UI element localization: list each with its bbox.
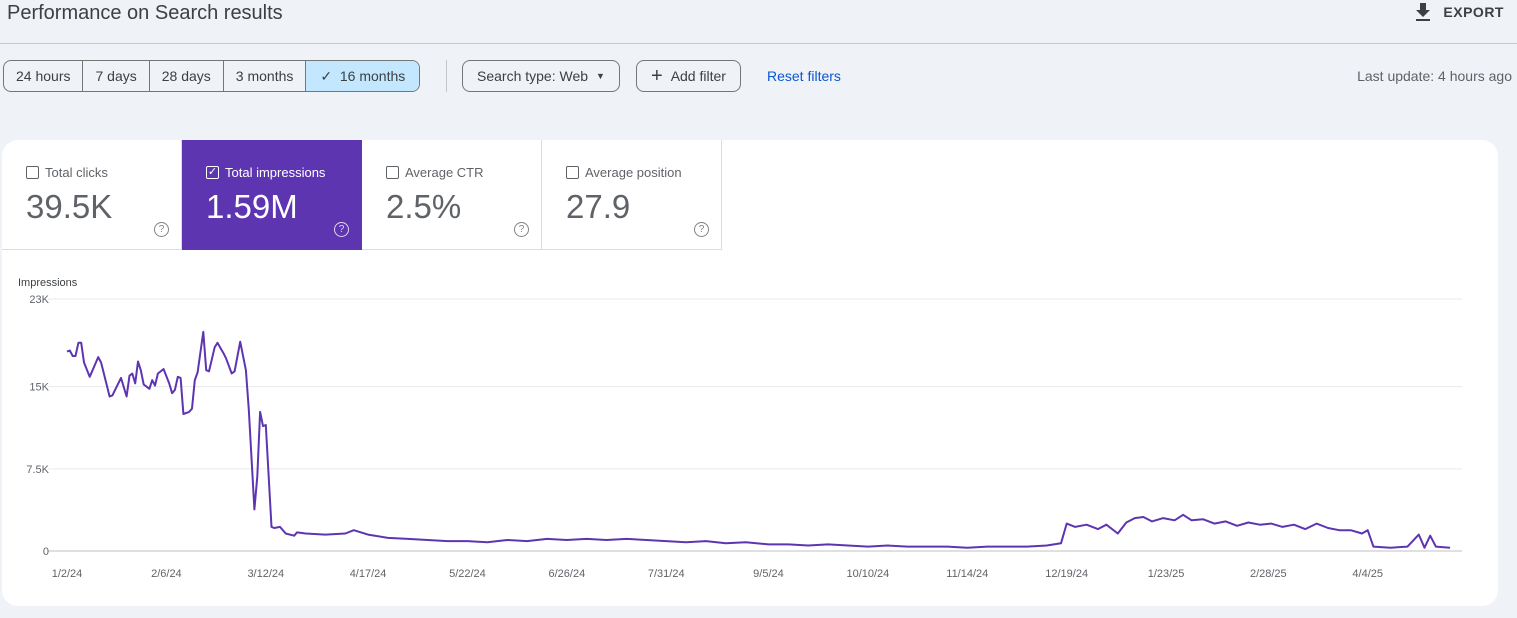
header-divider bbox=[0, 43, 1517, 44]
export-label: EXPORT bbox=[1443, 4, 1504, 20]
search-type-label: Search type: Web bbox=[477, 68, 589, 84]
x-tick-label: 4/17/24 bbox=[350, 568, 387, 580]
y-tick-label: 15K bbox=[29, 382, 49, 394]
metric-label: Average position bbox=[585, 165, 682, 180]
performance-card: Total clicks 39.5K ? ✓ Total impressions … bbox=[2, 140, 1498, 606]
checkbox-icon[interactable] bbox=[386, 166, 399, 179]
reset-filters-link[interactable]: Reset filters bbox=[767, 68, 841, 84]
metric-value: 2.5% bbox=[386, 188, 462, 225]
metric-value: 39.5K bbox=[26, 188, 113, 225]
download-icon bbox=[1416, 3, 1431, 21]
help-icon[interactable]: ? bbox=[334, 222, 349, 237]
metric-tabs: Total clicks 39.5K ? ✓ Total impressions … bbox=[2, 140, 722, 250]
range-28-days[interactable]: 28 days bbox=[150, 61, 224, 91]
y-tick-label: 23K bbox=[29, 294, 49, 306]
x-tick-label: 11/14/24 bbox=[946, 568, 988, 580]
y-tick-label: 7.5K bbox=[26, 464, 49, 476]
checkbox-checked-icon[interactable]: ✓ bbox=[206, 166, 219, 179]
metric-average-position[interactable]: Average position 27.9 ? bbox=[542, 140, 722, 250]
help-icon[interactable]: ? bbox=[694, 222, 709, 237]
help-icon[interactable]: ? bbox=[514, 222, 529, 237]
metric-label: Total clicks bbox=[45, 165, 108, 180]
filter-divider bbox=[446, 60, 447, 92]
checkbox-icon[interactable] bbox=[566, 166, 579, 179]
x-tick-label: 12/19/24 bbox=[1045, 568, 1088, 580]
checkbox-icon[interactable] bbox=[26, 166, 39, 179]
range-label: 16 months bbox=[339, 68, 406, 84]
add-filter-button[interactable]: + Add filter bbox=[636, 60, 741, 92]
x-tick-label: 2/28/25 bbox=[1250, 568, 1287, 580]
impressions-line bbox=[66, 330, 1451, 549]
y-tick-label: 0 bbox=[43, 546, 49, 558]
metric-label: Total impressions bbox=[225, 165, 326, 180]
metric-value: 27.9 bbox=[566, 188, 631, 225]
dropdown-arrow-icon: ▼ bbox=[596, 71, 605, 81]
metric-total-clicks[interactable]: Total clicks 39.5K ? bbox=[2, 140, 182, 250]
metric-total-impressions[interactable]: ✓ Total impressions 1.59M ? bbox=[182, 140, 362, 250]
export-button[interactable]: EXPORT bbox=[1415, 3, 1504, 21]
x-tick-label: 3/12/24 bbox=[247, 568, 284, 580]
page-title: Performance on Search results bbox=[7, 2, 283, 24]
check-icon: ✓ bbox=[320, 68, 340, 84]
date-range-selector: 24 hours 7 days 28 days 3 months ✓ 16 mo… bbox=[3, 60, 421, 92]
plus-icon: + bbox=[651, 65, 663, 87]
y-axis-label: Impressions bbox=[18, 277, 78, 289]
help-icon[interactable]: ? bbox=[154, 222, 169, 237]
range-16-months[interactable]: ✓ 16 months bbox=[306, 61, 420, 91]
last-update: Last update: 4 hours ago bbox=[1357, 68, 1512, 84]
range-24-hours[interactable]: 24 hours bbox=[4, 61, 84, 91]
x-tick-label: 9/5/24 bbox=[753, 568, 784, 580]
range-3-months[interactable]: 3 months bbox=[224, 61, 307, 91]
x-tick-label: 4/4/25 bbox=[1352, 568, 1383, 580]
x-tick-label: 1/2/24 bbox=[52, 568, 83, 580]
metric-average-ctr[interactable]: Average CTR 2.5% ? bbox=[362, 140, 542, 250]
impressions-chart[interactable]: Impressions 0 7.5K 15K 23K 1/2/24 2/6/24 3/12/… bbox=[2, 140, 1498, 606]
add-filter-label: Add filter bbox=[670, 68, 726, 84]
metric-value: 1.59M bbox=[206, 188, 298, 225]
x-tick-label: 7/31/24 bbox=[648, 568, 685, 580]
x-tick-label: 5/22/24 bbox=[449, 568, 486, 580]
search-type-dropdown[interactable]: Search type: Web ▼ bbox=[462, 60, 620, 92]
x-tick-label: 1/23/25 bbox=[1148, 568, 1185, 580]
range-7-days[interactable]: 7 days bbox=[83, 61, 150, 91]
x-tick-label: 2/6/24 bbox=[151, 568, 182, 580]
metric-label: Average CTR bbox=[405, 165, 484, 180]
x-tick-label: 6/26/24 bbox=[548, 568, 585, 580]
x-tick-label: 10/10/24 bbox=[846, 568, 889, 580]
